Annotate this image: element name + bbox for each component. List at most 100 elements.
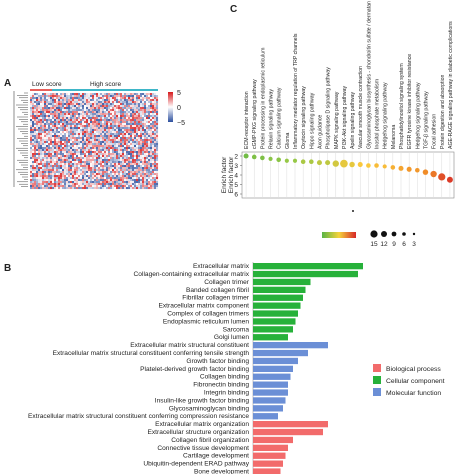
heatmap-cell	[146, 107, 149, 110]
heatmap-cell	[134, 157, 137, 160]
heatmap-cell	[32, 123, 35, 126]
heatmap-cell	[100, 101, 103, 104]
heatmap-cell	[108, 165, 111, 168]
bar-label: Bone development	[194, 469, 249, 474]
heatmap-cell	[88, 127, 91, 130]
heatmap-cell	[94, 109, 97, 112]
heatmap-cell	[104, 113, 107, 116]
heatmap-cell	[154, 175, 157, 178]
heatmap-cell	[76, 177, 79, 180]
heatmap-cell	[154, 145, 157, 148]
bar-label: Sarcoma	[223, 326, 250, 333]
heatmap-cell	[80, 131, 83, 134]
heatmap-cell	[86, 153, 89, 156]
heatmap-cell	[144, 161, 147, 164]
heatmap-cell	[66, 177, 69, 180]
heatmap-cell	[138, 141, 141, 144]
heatmap-cell	[148, 169, 151, 172]
heatmap-cell	[144, 145, 147, 148]
heatmap-cell	[78, 155, 81, 158]
heatmap-cell	[148, 99, 151, 102]
heatmap-cell	[84, 167, 87, 170]
heatmap-cell	[120, 97, 123, 100]
heatmap-cell	[36, 163, 39, 166]
heatmap-cell	[66, 137, 69, 140]
heatmap-cell	[118, 141, 121, 144]
heatmap-cell	[114, 103, 117, 106]
heatmap-cell	[80, 157, 83, 160]
heatmap-cell	[140, 115, 143, 118]
heatmap-cell	[156, 141, 159, 144]
heatmap-cell	[88, 149, 91, 152]
heatmap-cell	[88, 99, 91, 102]
bar	[253, 444, 288, 451]
heatmap-cell	[50, 159, 53, 162]
heatmap-cell	[60, 167, 63, 170]
heatmap-cell	[88, 183, 91, 186]
heatmap-cell	[128, 109, 131, 112]
heatmap-cell	[122, 109, 125, 112]
heatmap-cell	[30, 167, 33, 170]
heatmap-cell	[34, 115, 37, 118]
heatmap-cell	[96, 95, 99, 98]
heatmap-cell	[82, 135, 85, 138]
category-label: MAPK signaling pathway	[334, 91, 340, 149]
heatmap-cell	[98, 105, 101, 108]
heatmap-cell	[32, 115, 35, 118]
heatmap-cell	[60, 93, 63, 96]
heatmap-cell	[30, 161, 33, 164]
heatmap-cell	[138, 149, 141, 152]
heatmap-cell	[92, 157, 95, 160]
heatmap-cell	[140, 139, 143, 142]
heatmap-cell	[156, 181, 159, 184]
heatmap-cell	[94, 123, 97, 126]
heatmap-cell	[70, 93, 73, 96]
heatmap-cell	[44, 185, 47, 188]
heatmap-cell	[104, 161, 107, 164]
heatmap-cell	[82, 107, 85, 110]
heatmap-cell	[30, 93, 33, 96]
heatmap-cell	[128, 173, 131, 176]
heatmap-cell	[44, 121, 47, 124]
heatmap-cell	[128, 131, 131, 134]
heatmap-cell	[116, 181, 119, 184]
heatmap-cell	[126, 123, 129, 126]
heatmap-cell	[34, 183, 37, 186]
heatmap-cell	[106, 161, 109, 164]
heatmap-cell	[138, 183, 141, 186]
heatmap-cell	[80, 135, 83, 138]
heatmap-cell	[154, 149, 157, 152]
heatmap-cell	[134, 95, 137, 98]
heatmap-cell	[60, 171, 63, 174]
heatmap-cell	[130, 165, 133, 168]
heatmap-cell	[156, 151, 159, 154]
heatmap-cell	[150, 125, 153, 128]
heatmap-cell	[40, 135, 43, 138]
heatmap-cell	[44, 111, 47, 114]
heatmap-cell	[120, 155, 123, 158]
heatmap-cell	[58, 139, 61, 142]
bar-label: Collagen fibril organization	[171, 437, 249, 444]
heatmap-cell	[96, 129, 99, 132]
heatmap-cell	[62, 117, 65, 120]
heatmap-cell	[98, 159, 101, 162]
heatmap-cell	[148, 125, 151, 128]
heatmap-cell	[142, 135, 145, 138]
heatmap-cell	[56, 139, 59, 142]
heatmap-cell	[132, 119, 135, 122]
heatmap-cell	[78, 127, 81, 130]
heatmap-cell	[30, 119, 33, 122]
heatmap-cell	[122, 179, 125, 182]
category-label: PI3K-Akt signaling pathway	[342, 85, 348, 149]
heatmap-cell	[56, 169, 59, 172]
heatmap-cell	[108, 143, 111, 146]
heatmap-cell	[108, 159, 111, 162]
heatmap-cell	[86, 177, 89, 180]
heatmap-cell	[94, 137, 97, 140]
heatmap-cell	[62, 135, 65, 138]
heatmap-cell	[50, 145, 53, 148]
heatmap-cell	[138, 185, 141, 188]
heatmap-cell	[76, 129, 79, 132]
heatmap-cell	[42, 141, 45, 144]
heatmap-cell	[152, 111, 155, 114]
